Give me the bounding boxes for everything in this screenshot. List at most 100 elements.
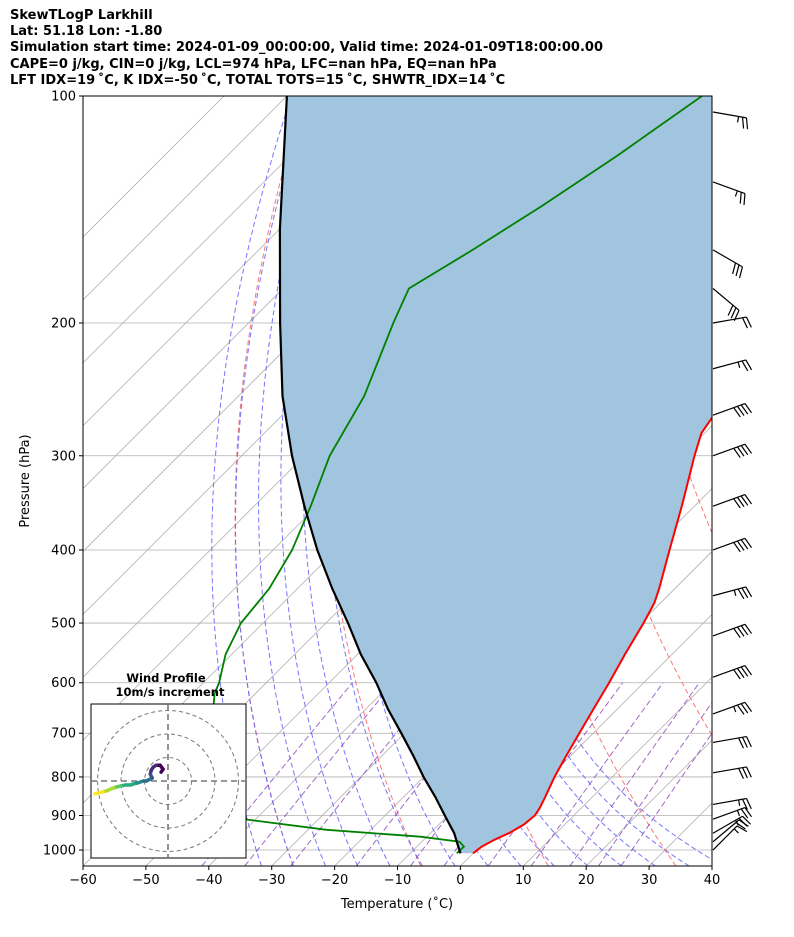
hodograph-plot bbox=[91, 704, 246, 858]
chart-header: SkewTLogP Larkhill Lat: 51.18 Lon: -1.80… bbox=[10, 8, 603, 89]
barb-staff bbox=[712, 623, 746, 637]
y-tick-label: 400 bbox=[51, 543, 76, 558]
barb-staff bbox=[712, 665, 746, 678]
mixing-ratio-line bbox=[620, 732, 712, 866]
y-tick-label: 1000 bbox=[43, 844, 76, 859]
barb-flag bbox=[744, 494, 753, 505]
y-tick-label: 700 bbox=[51, 727, 76, 742]
barb-flag bbox=[745, 766, 752, 778]
hodograph-trace-segment bbox=[93, 791, 101, 796]
wind-barb bbox=[712, 537, 753, 553]
barb-flag bbox=[733, 542, 741, 553]
barb-staff bbox=[712, 797, 747, 806]
barb-staff bbox=[712, 288, 740, 311]
wind-barb bbox=[712, 665, 753, 680]
mixing-ratio-line bbox=[244, 682, 394, 866]
barb-flag bbox=[744, 623, 753, 634]
barb-staff bbox=[712, 443, 746, 457]
isotherm-line bbox=[711, 865, 712, 866]
barb-staff bbox=[712, 111, 747, 119]
barb-flag bbox=[736, 668, 745, 679]
moist-adiabat bbox=[211, 96, 292, 866]
barb-staff bbox=[712, 494, 746, 507]
barb-flag bbox=[738, 266, 744, 279]
y-tick-label: 600 bbox=[51, 676, 76, 691]
barb-flag bbox=[744, 665, 753, 676]
wind-barb bbox=[712, 766, 752, 779]
barb-flag bbox=[745, 736, 752, 748]
barb-staff bbox=[712, 815, 743, 834]
barb-flag bbox=[733, 669, 741, 680]
barb-staff bbox=[712, 806, 746, 820]
barb-flag bbox=[745, 586, 753, 598]
barb-flag bbox=[742, 736, 748, 748]
moist-adiabat bbox=[280, 96, 359, 866]
barb-flag bbox=[740, 666, 749, 677]
barb-flag bbox=[741, 587, 749, 599]
barb-flag bbox=[735, 264, 740, 277]
wind-barb bbox=[712, 586, 753, 600]
axes: −60 −50 −40 −30 −20 −10 0 10 20 30 40 100 200 300 400 5… bbox=[43, 90, 720, 889]
wind-barb bbox=[712, 359, 753, 372]
mixing-ratio-line bbox=[487, 682, 624, 866]
barb-half-flag bbox=[733, 589, 737, 596]
barb-flag bbox=[743, 193, 746, 205]
barb-flag bbox=[744, 443, 753, 454]
barb-flag bbox=[732, 262, 737, 275]
barb-staff bbox=[712, 586, 746, 597]
cape-cin-shading bbox=[279, 96, 712, 854]
x-tick-label: 20 bbox=[578, 873, 595, 888]
station-title: SkewTLogP Larkhill bbox=[10, 8, 153, 23]
barb-flag bbox=[733, 628, 741, 639]
barb-flag bbox=[735, 821, 746, 830]
wind-barb bbox=[712, 288, 740, 321]
barb-staff bbox=[712, 735, 747, 744]
barb-staff bbox=[712, 766, 747, 774]
station-coordinates: Lat: 51.18 Lon: -1.80 bbox=[10, 24, 163, 40]
barb-staff bbox=[712, 537, 746, 551]
stability-indices: LFT IDX=19 ˚C, K IDX=-50 ˚C, TOTAL TOTS=… bbox=[10, 72, 506, 88]
barb-flag bbox=[741, 117, 745, 129]
barb-flag bbox=[745, 359, 753, 371]
barb-flag bbox=[742, 798, 748, 810]
barb-flag bbox=[741, 360, 749, 372]
wind-barb bbox=[712, 797, 752, 810]
x-tick-label: −30 bbox=[258, 873, 285, 888]
wind-barbs bbox=[712, 111, 753, 851]
barb-flag bbox=[736, 825, 748, 833]
isotherm-line bbox=[83, 96, 288, 301]
barb-half-flag bbox=[736, 810, 741, 817]
barb-staff bbox=[712, 249, 743, 268]
y-axis-label: Pressure (hPa) bbox=[18, 434, 33, 527]
y-tick-label: 300 bbox=[51, 449, 76, 464]
barb-flag bbox=[736, 704, 745, 715]
barb-flag bbox=[736, 540, 745, 551]
barb-flag bbox=[736, 405, 745, 416]
wind-barb bbox=[712, 494, 753, 509]
y-tick-label: 100 bbox=[51, 90, 76, 105]
x-tick-label: −60 bbox=[69, 873, 96, 888]
barb-flag bbox=[742, 317, 748, 329]
y-tick-label: 900 bbox=[51, 809, 76, 824]
barb-staff bbox=[712, 359, 746, 370]
wind-barb bbox=[712, 806, 753, 820]
x-tick-label: 10 bbox=[515, 873, 532, 888]
wind-barb bbox=[712, 623, 753, 639]
barb-flag bbox=[737, 588, 745, 600]
hodograph-subtitle: 10m/s increment bbox=[116, 685, 225, 699]
barb-half-flag bbox=[733, 828, 739, 834]
wind-barb bbox=[712, 443, 753, 458]
x-tick-label: 0 bbox=[456, 873, 464, 888]
hodograph-title: Wind Profile bbox=[126, 671, 206, 685]
barb-flag bbox=[733, 447, 741, 458]
hodograph-ring bbox=[97, 710, 239, 852]
isotherm-line bbox=[83, 96, 225, 238]
y-tick-label: 500 bbox=[51, 617, 76, 632]
barb-half-flag bbox=[737, 361, 741, 368]
barb-flag bbox=[740, 703, 749, 714]
wind-barb bbox=[712, 249, 744, 279]
barb-flag bbox=[739, 192, 742, 204]
barb-flag bbox=[733, 407, 741, 418]
